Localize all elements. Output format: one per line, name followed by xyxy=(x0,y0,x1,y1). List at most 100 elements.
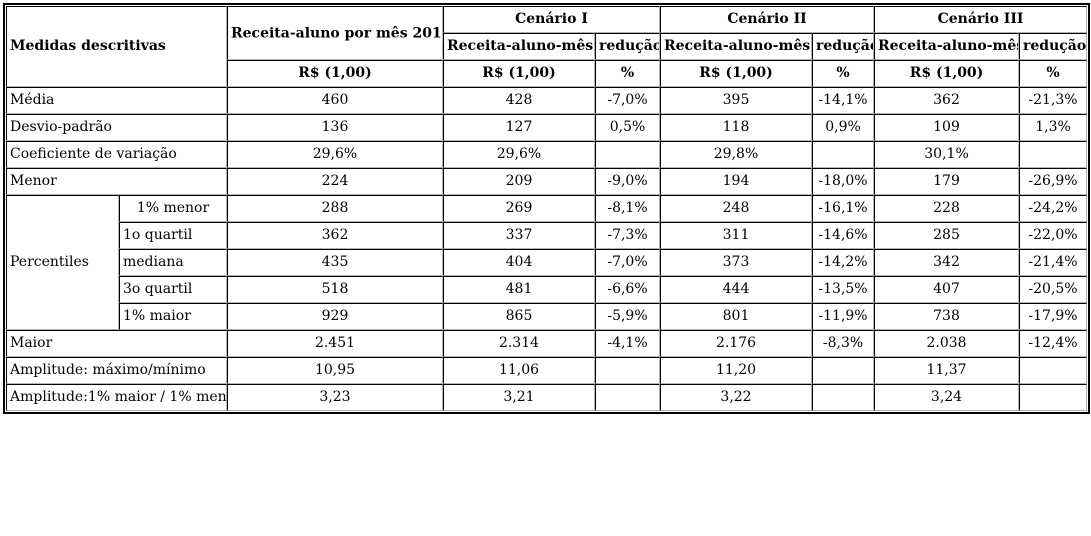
header-measures: Medidas descritivas xyxy=(6,6,227,87)
value-cell: 285 xyxy=(874,222,1020,249)
row-label: Menor xyxy=(6,168,227,195)
reduction-cell: -26,9% xyxy=(1019,168,1088,195)
reduction-cell xyxy=(1019,141,1088,168)
reduction-cell xyxy=(812,141,875,168)
value-cell: 248 xyxy=(660,195,813,222)
value-cell: 929 xyxy=(227,303,443,330)
row-label: Maior xyxy=(6,330,227,357)
reduction-cell: 0,5% xyxy=(595,114,661,141)
header-row-2: Receita-aluno-mês redução Receita-aluno-… xyxy=(6,33,1088,60)
percentile-sublabel: 1% menor xyxy=(119,195,227,222)
table-row: Percentiles 1% menor 288 269 -8,1% 248 -… xyxy=(6,195,1088,330)
header-scenario-3-value-col: Receita-aluno-mês xyxy=(874,33,1020,60)
reduction-cell: -5,9% xyxy=(595,303,661,330)
value-cell: 288 xyxy=(227,195,443,222)
value-cell: 3,22 xyxy=(660,384,813,411)
value-cell: 3,23 xyxy=(227,384,443,411)
unit-scenario-3-reduction: % xyxy=(1019,60,1088,87)
value-cell: 179 xyxy=(874,168,1020,195)
reduction-cell: -22,0% xyxy=(1019,222,1088,249)
reduction-cell: -4,1% xyxy=(595,330,661,357)
value-cell: 435 xyxy=(227,249,443,276)
unit-scenario-1-reduction: % xyxy=(595,60,661,87)
value-cell: 518 xyxy=(227,276,443,303)
table-row: Menor 224 209 -9,0% 194 -18,0% 179 -26,9… xyxy=(6,168,1088,195)
reduction-cell: -16,1% xyxy=(812,195,875,222)
row-label: Média xyxy=(6,87,227,114)
percentile-sublabel: 1% maior xyxy=(119,303,227,330)
reduction-cell xyxy=(595,357,661,384)
reduction-cell: -17,9% xyxy=(1019,303,1088,330)
reduction-cell xyxy=(1019,357,1088,384)
value-cell: 3,24 xyxy=(874,384,1020,411)
value-cell: 209 xyxy=(443,168,595,195)
value-cell: 224 xyxy=(227,168,443,195)
value-cell: 428 xyxy=(443,87,595,114)
header-scenario-1-value-col: Receita-aluno-mês xyxy=(443,33,595,60)
percentile-sublabel: mediana xyxy=(119,249,227,276)
reduction-cell xyxy=(595,141,661,168)
header-row-units: R$ (1,00) R$ (1,00) % R$ (1,00) % R$ (1,… xyxy=(6,60,1088,87)
reduction-cell: -7,0% xyxy=(595,249,661,276)
statistics-table: Medidas descritivas Receita-aluno por mê… xyxy=(3,3,1091,414)
reduction-cell: -14,1% xyxy=(812,87,875,114)
unit-scenario-2-reduction: % xyxy=(812,60,875,87)
reduction-cell: -20,5% xyxy=(1019,276,1088,303)
table-row: 1o quartil 362 337 -7,3% 311 -14,6% 285 … xyxy=(6,222,1088,249)
descriptive-measures-table: Medidas descritivas Receita-aluno por mê… xyxy=(6,6,1088,411)
table-row: Maior 2.451 2.314 -4,1% 2.176 -8,3% 2.03… xyxy=(6,330,1088,357)
value-cell: 228 xyxy=(874,195,1020,222)
unit-baseline: R$ (1,00) xyxy=(227,60,443,87)
reduction-cell xyxy=(812,357,875,384)
reduction-cell: -18,0% xyxy=(812,168,875,195)
value-cell: 127 xyxy=(443,114,595,141)
page: Medidas descritivas Receita-aluno por mê… xyxy=(3,3,1091,414)
value-cell: 136 xyxy=(227,114,443,141)
percentile-sublabel: 3o quartil xyxy=(119,276,227,303)
value-cell: 2.451 xyxy=(227,330,443,357)
reduction-cell: -6,6% xyxy=(595,276,661,303)
reduction-cell: -14,2% xyxy=(812,249,875,276)
table-row: 1% maior 929 865 -5,9% 801 -11,9% 738 -1… xyxy=(6,303,1088,330)
value-cell: 11,37 xyxy=(874,357,1020,384)
header-scenario-2: Cenário II xyxy=(660,6,875,33)
row-label: Amplitude:1% maior / 1% menor xyxy=(6,384,227,411)
value-cell: 738 xyxy=(874,303,1020,330)
value-cell: 395 xyxy=(660,87,813,114)
reduction-cell: -9,0% xyxy=(595,168,661,195)
reduction-cell: 1,3% xyxy=(1019,114,1088,141)
reduction-cell xyxy=(595,384,661,411)
reduction-cell: -7,0% xyxy=(595,87,661,114)
header-row-1: Medidas descritivas Receita-aluno por mê… xyxy=(6,6,1088,87)
header-baseline-label: Receita-aluno por mês 2018 xyxy=(231,25,443,42)
value-cell: 2.314 xyxy=(443,330,595,357)
reduction-cell: -21,4% xyxy=(1019,249,1088,276)
percentile-sublabel: 1o quartil xyxy=(119,222,227,249)
value-cell: 2.176 xyxy=(660,330,813,357)
table-row: Média 460 428 -7,0% 395 -14,1% 362 -21,3… xyxy=(6,87,1088,114)
value-cell: 2.038 xyxy=(874,330,1020,357)
value-cell: 194 xyxy=(660,168,813,195)
value-cell: 30,1% xyxy=(874,141,1020,168)
header-baseline: Receita-aluno por mês 20182 xyxy=(227,6,443,60)
unit-scenario-2-value: R$ (1,00) xyxy=(660,60,813,87)
value-cell: 29,6% xyxy=(443,141,595,168)
value-cell: 362 xyxy=(874,87,1020,114)
header-scenario-2-reduction-col: redução xyxy=(812,33,875,60)
header-scenario-1-reduction-col: redução xyxy=(595,33,661,60)
row-label: Desvio-padrão xyxy=(6,114,227,141)
row-label: Coeficiente de variação xyxy=(6,141,227,168)
table-row: mediana 435 404 -7,0% 373 -14,2% 342 -21… xyxy=(6,249,1088,276)
header-scenario-2-value-col: Receita-aluno-mês xyxy=(660,33,813,60)
reduction-cell: -11,9% xyxy=(812,303,875,330)
value-cell: 311 xyxy=(660,222,813,249)
unit-scenario-3-value: R$ (1,00) xyxy=(874,60,1020,87)
value-cell: 109 xyxy=(874,114,1020,141)
value-cell: 481 xyxy=(443,276,595,303)
header-scenario-3: Cenário III xyxy=(874,6,1088,33)
reduction-cell xyxy=(812,384,875,411)
value-cell: 10,95 xyxy=(227,357,443,384)
value-cell: 29,8% xyxy=(660,141,813,168)
reduction-cell: -12,4% xyxy=(1019,330,1088,357)
header-scenario-1: Cenário I xyxy=(443,6,661,33)
